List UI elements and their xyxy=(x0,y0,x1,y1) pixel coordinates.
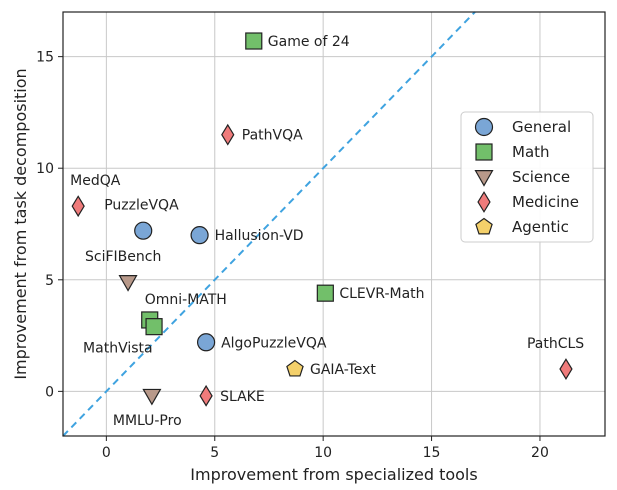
legend-marker xyxy=(475,217,493,235)
point-label: MMLU-Pro xyxy=(113,413,182,429)
legend-marker xyxy=(474,170,494,187)
data-point xyxy=(245,32,263,50)
data-point xyxy=(145,318,163,336)
data-point xyxy=(559,358,573,380)
y-axis-title: Improvement from task decomposition xyxy=(11,68,30,379)
data-point xyxy=(190,226,209,245)
point-label: MedQA xyxy=(70,173,121,189)
x-tick-label: 15 xyxy=(423,445,441,461)
point-label: SLAKE xyxy=(220,389,265,405)
legend-label: Agentic xyxy=(512,218,569,236)
data-point xyxy=(286,359,304,377)
x-tick-label: 20 xyxy=(531,445,549,461)
point-label: Hallusion-VD xyxy=(215,228,304,244)
point-label: Game of 24 xyxy=(268,34,350,50)
point-label: PathCLS xyxy=(527,336,584,352)
x-tick-label: 10 xyxy=(314,445,332,461)
data-point xyxy=(316,284,334,302)
x-ticks: 0 5 10 15 20 xyxy=(102,436,549,461)
legend-label: Math xyxy=(512,143,550,161)
y-tick-label: 5 xyxy=(45,273,54,289)
y-tick-label: 15 xyxy=(36,50,54,66)
data-point xyxy=(118,275,138,292)
data-point xyxy=(71,195,85,218)
x-tick-label: 5 xyxy=(210,445,219,461)
data-points: Game of 24 PathVQA MedQA PuzzleVQA Hallusion… xyxy=(70,32,584,429)
y-tick-label: 10 xyxy=(36,161,54,177)
legend-label: Medicine xyxy=(512,193,579,211)
point-label: PathVQA xyxy=(242,128,303,144)
point-label: GAIA-Text xyxy=(310,362,376,378)
legend: General Math Science Medicine Agentic xyxy=(460,111,594,243)
legend-box xyxy=(460,111,594,243)
point-label: Omni-MATH xyxy=(145,292,227,308)
reference-line xyxy=(62,11,476,437)
x-tick-label: 0 xyxy=(102,445,111,461)
legend-marker xyxy=(474,117,494,137)
data-point xyxy=(221,123,235,146)
data-point xyxy=(196,333,216,352)
point-label: SciFIBench xyxy=(85,249,161,265)
legend-label: General xyxy=(512,118,571,136)
point-label: PuzzleVQA xyxy=(104,198,179,214)
y-tick-label: 0 xyxy=(45,384,54,400)
data-point xyxy=(134,221,153,240)
data-point xyxy=(142,388,162,406)
point-label: AlgoPuzzleVQA xyxy=(221,335,327,351)
y-ticks: 0 5 10 15 xyxy=(36,50,63,400)
x-axis-title: Improvement from specialized tools xyxy=(190,465,477,484)
diagonal-reference-line xyxy=(62,11,476,437)
legend-label: Science xyxy=(512,168,570,186)
point-label: MathVista xyxy=(83,341,153,357)
plot-frame xyxy=(62,11,606,437)
point-label: CLEVR-Math xyxy=(339,286,424,302)
legend-marker xyxy=(477,191,491,213)
legend-marker xyxy=(475,143,493,161)
data-point xyxy=(199,384,213,407)
